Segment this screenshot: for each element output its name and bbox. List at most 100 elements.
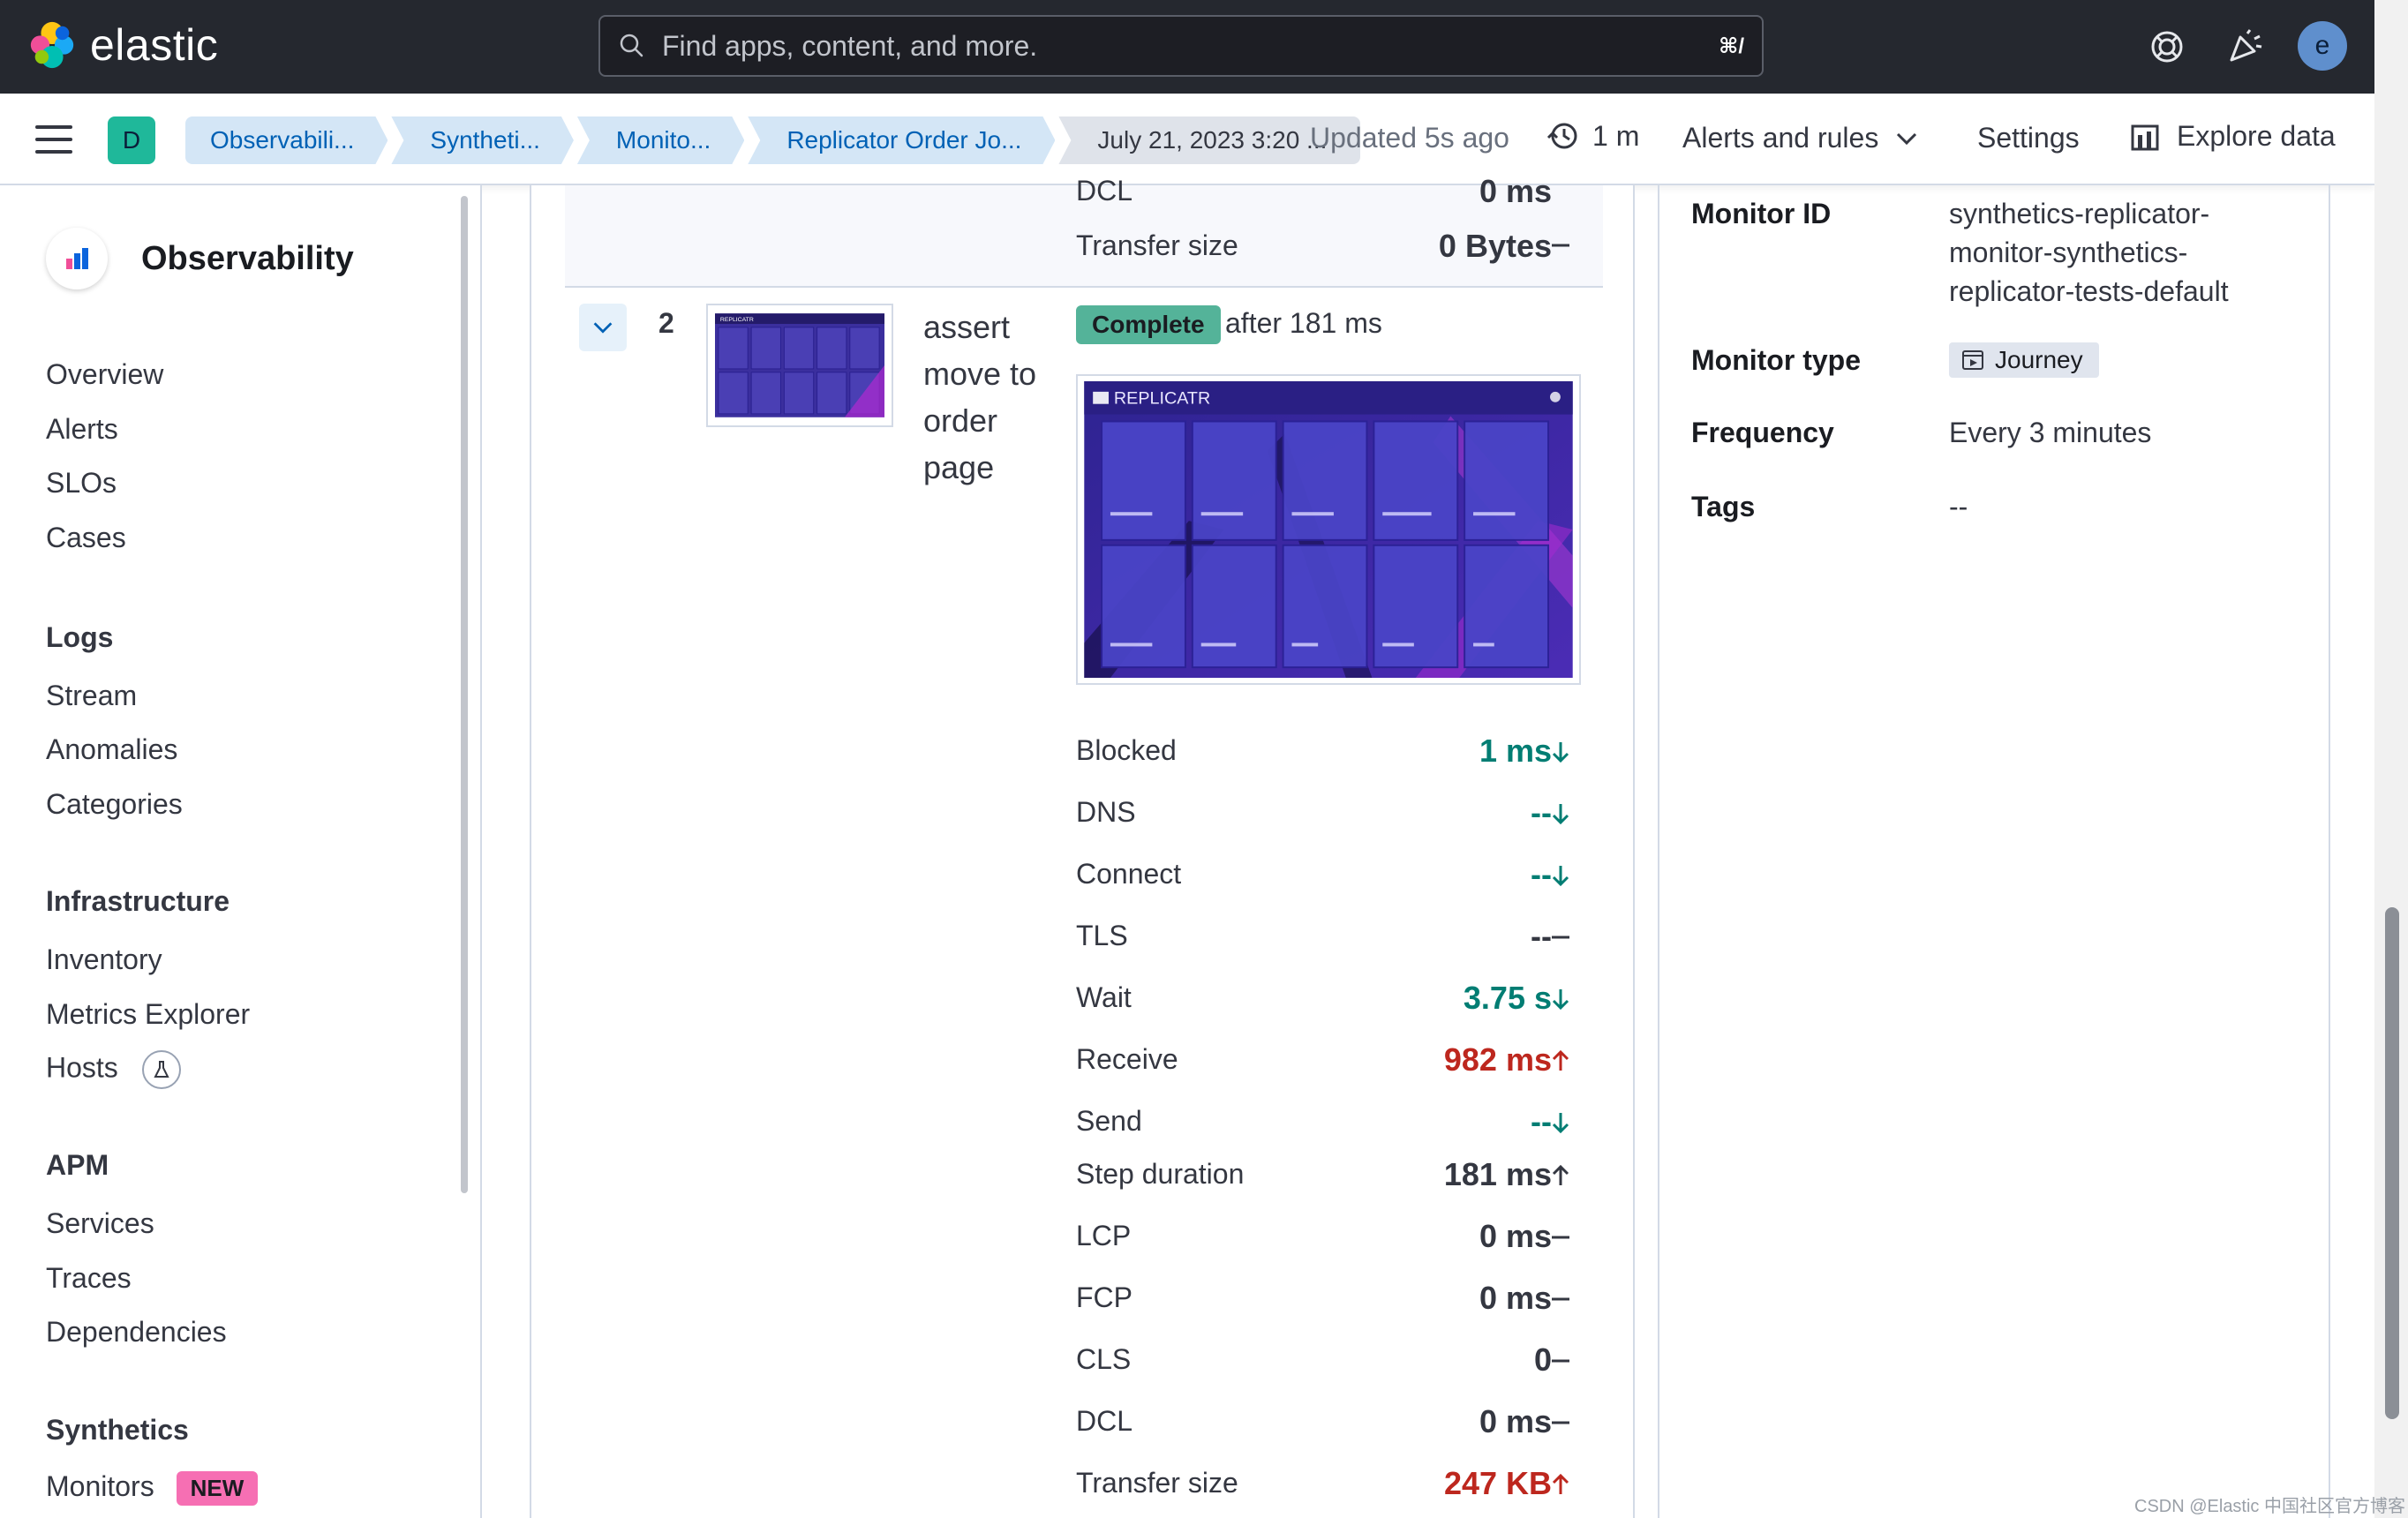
news-feed-icon[interactable] (2223, 25, 2267, 69)
metric-label: CLS (1076, 1343, 1132, 1375)
side-nav-scrollbar[interactable] (461, 196, 468, 1193)
breadcrumb-observability[interactable]: Observabili... (185, 116, 388, 164)
observability-title: Observability (141, 239, 354, 277)
explore-data-icon (2131, 124, 2159, 150)
metric-label: Wait (1076, 981, 1132, 1013)
nav-item-services[interactable]: Services (46, 1207, 154, 1239)
breadcrumb-synthetics[interactable]: Syntheti... (391, 116, 574, 164)
metric-value: -- (1531, 856, 1552, 892)
metric-label: Step duration (1076, 1158, 1245, 1190)
nav-group-synthetics: Synthetics (46, 1414, 189, 1446)
metric-label: DNS (1076, 796, 1136, 828)
breadcrumb-monitor[interactable]: Replicator Order Jo... (748, 116, 1055, 164)
step-status-badge: Complete (1076, 305, 1221, 344)
step-thumbnail[interactable]: REPLICATR (706, 304, 893, 427)
metric-value: -- (1531, 918, 1552, 954)
breadcrumb: Observabili... Syntheti... Monito... Rep… (185, 116, 1364, 164)
metric-label: Transfer size (1076, 229, 1238, 261)
metric-value: 0 Bytes (1438, 228, 1552, 264)
nav-item-stream[interactable]: Stream (46, 680, 138, 711)
tags-value: -- (1949, 491, 1968, 522)
metric-label: Transfer size (1076, 1467, 1238, 1499)
arrow-down-icon (1552, 742, 1569, 763)
thumbnail-brand-text: REPLICATR (720, 317, 754, 323)
nav-item-monitors-label: Monitors (46, 1470, 154, 1502)
metric-label: Receive (1076, 1043, 1178, 1075)
settings-button[interactable]: Settings (1977, 122, 2080, 154)
metric-value: 0 ms (1479, 1218, 1552, 1254)
watermark-text: CSDN @Elastic 中国社区官方博客 (2134, 1497, 2405, 1516)
nav-item-slos[interactable]: SLOs (46, 467, 117, 499)
chevron-down-icon (1897, 132, 1917, 145)
metric-label: DCL (1076, 175, 1133, 207)
menu-toggle-icon[interactable] (35, 125, 72, 155)
metric-value: 0 (1533, 1341, 1552, 1378)
step-list-panel: DCL 0 ms Transfer size 0 Bytes 2 REPLICA… (530, 173, 1635, 1518)
arrow-down-icon (1552, 866, 1569, 887)
monitor-details-panel: Monitor ID synthetics-replicator- monito… (1658, 185, 2330, 1518)
step-elapsed-text: after 181 ms (1225, 307, 1382, 339)
arrow-down-icon (1552, 804, 1569, 825)
nav-item-traces[interactable]: Traces (46, 1262, 132, 1294)
arrow-up-icon (1552, 1049, 1569, 1071)
nav-item-metrics-explorer[interactable]: Metrics Explorer (46, 998, 251, 1030)
beta-flask-icon (141, 1050, 181, 1089)
observability-nav-header: Observability (46, 228, 354, 289)
monitor-type-value: Journey (1995, 346, 2083, 373)
step-number: 2 (658, 307, 674, 339)
elastic-logo-icon (30, 21, 74, 69)
help-icon[interactable] (2145, 25, 2189, 69)
app-subheader: D Observabili... Syntheti... Monito... R… (0, 94, 2374, 185)
monitor-type-label: Monitor type (1691, 344, 1861, 376)
nav-item-anomalies[interactable]: Anomalies (46, 733, 178, 765)
nav-item-categories[interactable]: Categories (46, 788, 183, 820)
explore-data-button[interactable]: Explore data (2129, 120, 2336, 153)
monitor-id-line: monitor-synthetics- (1949, 237, 2188, 268)
frequency-value: Every 3 minutes (1949, 417, 2152, 448)
metric-label: Send (1076, 1105, 1142, 1137)
observability-logo-icon (46, 228, 108, 289)
no-change-icon (1552, 1421, 1569, 1424)
frequency-label: Frequency (1691, 417, 1834, 448)
user-avatar[interactable]: e (2298, 21, 2347, 71)
nav-item-hosts[interactable]: Hosts (46, 1050, 181, 1089)
refresh-interval-button[interactable]: 1 m (1545, 118, 1639, 154)
arrow-down-icon (1552, 1113, 1569, 1134)
nav-item-inventory[interactable]: Inventory (46, 943, 162, 975)
search-shortcut-hint: ⌘/ (1719, 34, 1744, 58)
nav-item-monitors[interactable]: Monitors NEW (46, 1470, 259, 1507)
nav-item-alerts[interactable]: Alerts (46, 413, 118, 445)
metric-label: Connect (1076, 858, 1182, 890)
no-change-icon (1552, 1236, 1569, 1239)
step-screenshot-image: REPLICATR (1084, 381, 1573, 678)
new-badge: NEW (176, 1471, 259, 1507)
nav-group-apm: APM (46, 1149, 109, 1181)
explore-data-label: Explore data (2177, 120, 2336, 152)
space-avatar[interactable]: D (108, 116, 155, 164)
collapse-step-button[interactable] (579, 304, 627, 351)
journey-icon (1962, 350, 1983, 370)
refresh-clock-icon (1546, 123, 1577, 149)
metric-label: Blocked (1076, 734, 1177, 766)
nav-item-cases[interactable]: Cases (46, 522, 126, 553)
nav-item-overview[interactable]: Overview (46, 358, 164, 390)
tags-label: Tags (1691, 491, 1756, 522)
breadcrumb-monitors[interactable]: Monito... (577, 116, 744, 164)
elastic-logo[interactable]: elastic (26, 19, 218, 71)
nav-item-dependencies[interactable]: Dependencies (46, 1316, 227, 1348)
metric-value: 247 KB (1443, 1465, 1552, 1501)
page-scrollbar-thumb[interactable] (2385, 907, 2399, 1419)
metric-label: FCP (1076, 1281, 1133, 1313)
no-change-icon (1552, 1359, 1569, 1363)
metric-value: 3.75 s (1463, 980, 1552, 1016)
refresh-interval-value: 1 m (1592, 119, 1640, 152)
metric-value: -- (1531, 1103, 1552, 1139)
metric-value: -- (1531, 794, 1552, 830)
alerts-and-rules-dropdown[interactable]: Alerts and rules (1682, 122, 1921, 154)
global-search-input[interactable]: Find apps, content, and more. ⌘/ (598, 15, 1764, 77)
step-screenshot[interactable]: REPLICATR (1076, 374, 1581, 685)
arrow-up-icon (1552, 1473, 1569, 1494)
arrow-up-icon (1552, 1164, 1569, 1185)
metric-value: 1 ms (1479, 733, 1552, 769)
